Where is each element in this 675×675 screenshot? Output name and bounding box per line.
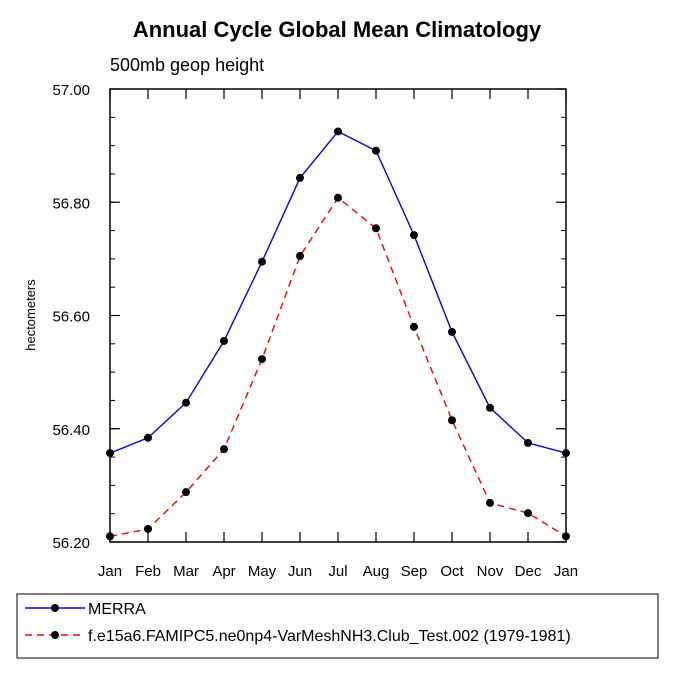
y-tick-label: 56.40 — [52, 422, 90, 439]
x-tick-label: Oct — [440, 563, 464, 580]
x-tick-label: Aug — [363, 563, 390, 580]
series-line-0 — [109, 130, 567, 454]
axis-ticks: Jan Feb Mar Apr May Jun Jul Aug Sep Oct Nov Dec Jan 5… — [52, 82, 578, 580]
x-tick-label: Jan — [554, 563, 578, 580]
data-point — [524, 438, 532, 447]
series-lines — [109, 130, 567, 538]
legend-box — [16, 593, 659, 659]
x-tick-label: Jul — [328, 563, 347, 580]
data-point — [562, 532, 570, 541]
y-tick-label: 56.80 — [52, 195, 90, 212]
legend-marker — [51, 631, 59, 639]
data-point — [448, 327, 456, 336]
plot-frame — [109, 88, 567, 543]
data-point — [562, 449, 570, 458]
data-point — [144, 524, 152, 533]
data-point — [182, 398, 190, 407]
x-tick-label: May — [248, 563, 277, 580]
series-line-1 — [109, 196, 567, 538]
data-point — [372, 146, 380, 155]
y-axis-label: hectometers — [23, 279, 38, 351]
data-point — [258, 257, 266, 266]
y-tick-label: 56.60 — [52, 309, 90, 326]
x-tick-label: Apr — [212, 563, 235, 580]
data-point — [296, 252, 304, 261]
legend: MERRA f.e15a6.FAMIPC5.ne0np4-VarMeshNH3.C… — [25, 601, 571, 645]
x-tick-label: Sep — [401, 563, 428, 580]
x-tick-label: Nov — [477, 563, 504, 580]
data-point — [296, 173, 304, 182]
data-point — [372, 224, 380, 233]
data-point — [448, 416, 456, 425]
y-tick-label: 57.00 — [52, 82, 90, 99]
series-markers — [106, 127, 570, 541]
data-point — [144, 433, 152, 442]
x-tick-label: Jan — [98, 563, 122, 580]
legend-marker — [51, 604, 59, 612]
data-point — [106, 449, 114, 458]
x-tick-label: Feb — [135, 563, 161, 580]
legend-label-0: MERRA — [88, 601, 146, 618]
data-point — [182, 488, 190, 497]
data-point — [220, 336, 228, 345]
data-point — [486, 498, 494, 507]
data-point — [410, 231, 418, 240]
y-tick-label: 56.20 — [52, 535, 90, 552]
data-point — [410, 322, 418, 331]
data-point — [258, 355, 266, 364]
chart-subtitle: 500mb geop height — [110, 55, 264, 75]
x-tick-label: Jun — [288, 563, 312, 580]
data-point — [486, 403, 494, 412]
data-point — [334, 127, 342, 136]
data-point — [524, 509, 532, 518]
data-point — [334, 193, 342, 202]
data-point — [220, 445, 228, 454]
chart-title: Annual Cycle Global Mean Climatology — [133, 17, 542, 42]
x-tick-label: Dec — [515, 563, 542, 580]
data-point — [106, 532, 114, 541]
x-tick-label: Mar — [173, 563, 199, 580]
legend-label-1: f.e15a6.FAMIPC5.ne0np4-VarMeshNH3.Club_T… — [88, 628, 571, 645]
